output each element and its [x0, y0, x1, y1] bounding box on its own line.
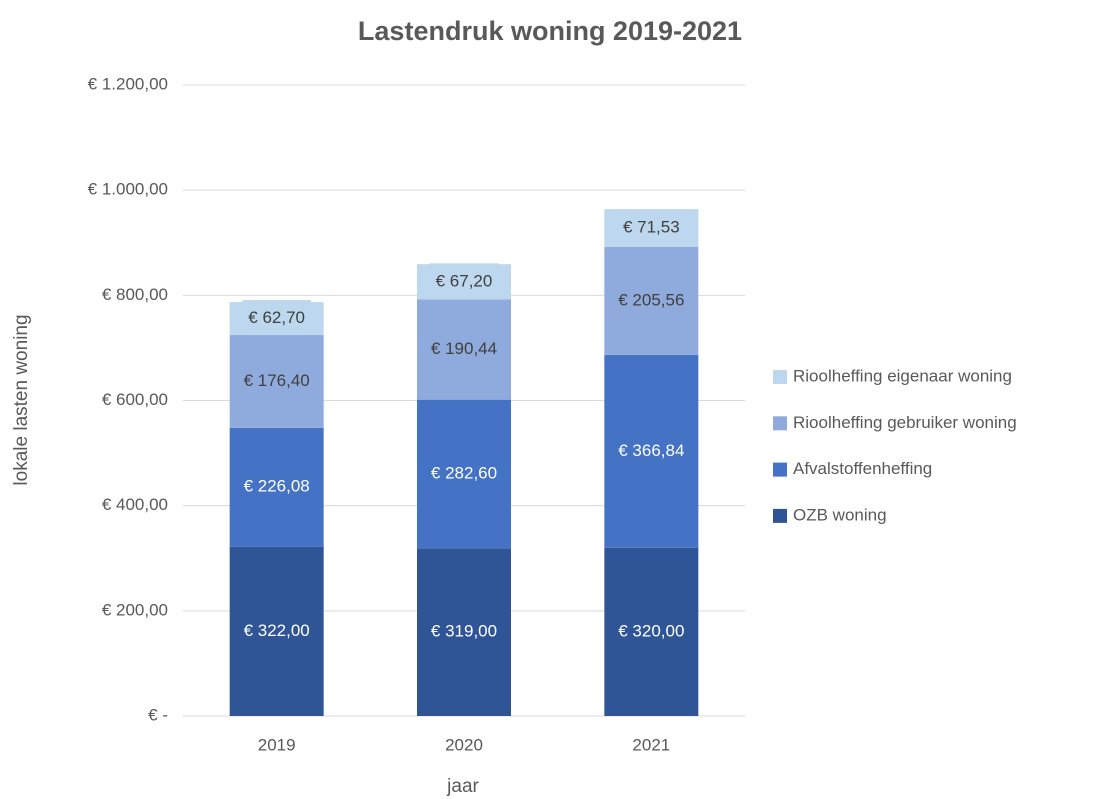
x-tick-label: 2019 — [258, 735, 296, 754]
data-label: € 320,00 — [618, 621, 684, 640]
legend-swatch — [773, 462, 787, 477]
y-tick-label: € 1.200,00 — [88, 74, 168, 93]
legend-label: Rioolheffing eigenaar woning — [793, 366, 1012, 385]
y-tick-label: € 800,00 — [102, 285, 168, 304]
label-box — [612, 282, 691, 318]
label-box — [424, 455, 504, 491]
legend-swatch — [773, 416, 787, 431]
y-tick-label: € - — [148, 705, 168, 724]
label-box — [424, 613, 504, 649]
y-tick-label: € 200,00 — [102, 600, 168, 619]
label-box — [429, 263, 499, 299]
x-tick-label: 2020 — [445, 735, 483, 754]
legend-label: Afvalstoffenheffing — [793, 459, 932, 478]
data-label: € 176,40 — [244, 371, 310, 390]
legend-swatch — [773, 370, 787, 384]
label-box — [424, 331, 504, 367]
x-axis-label: jaar — [446, 776, 479, 797]
y-tick-label: € 400,00 — [102, 495, 168, 514]
data-label: € 205,56 — [618, 290, 684, 309]
data-label: € 67,20 — [436, 271, 493, 290]
x-tick-label: 2021 — [632, 735, 670, 754]
data-label: € 226,08 — [244, 477, 310, 496]
legend-label: Rioolheffing gebruiker woning — [793, 413, 1017, 432]
label-box — [237, 612, 316, 648]
data-label: € 190,44 — [431, 339, 497, 358]
label-box — [612, 613, 691, 649]
y-tick-label: € 1.000,00 — [88, 180, 168, 199]
data-label: € 282,60 — [431, 463, 497, 482]
label-box — [612, 432, 691, 468]
label-box — [242, 300, 312, 336]
legend-label: OZB woning — [793, 505, 887, 524]
chart-title: Lastendruk woning 2019-2021 — [358, 16, 742, 46]
label-box — [616, 209, 686, 245]
y-axis-label: lokale lasten woning — [11, 314, 32, 485]
y-tick-label: € 600,00 — [102, 390, 168, 409]
data-label: € 366,84 — [618, 441, 684, 460]
data-label: € 322,00 — [244, 621, 310, 640]
data-label: € 319,00 — [431, 622, 497, 641]
data-label: € 62,70 — [248, 308, 305, 327]
label-box — [237, 468, 316, 504]
legend-swatch — [773, 508, 787, 523]
data-label: € 71,53 — [623, 217, 680, 236]
label-box — [237, 362, 316, 398]
